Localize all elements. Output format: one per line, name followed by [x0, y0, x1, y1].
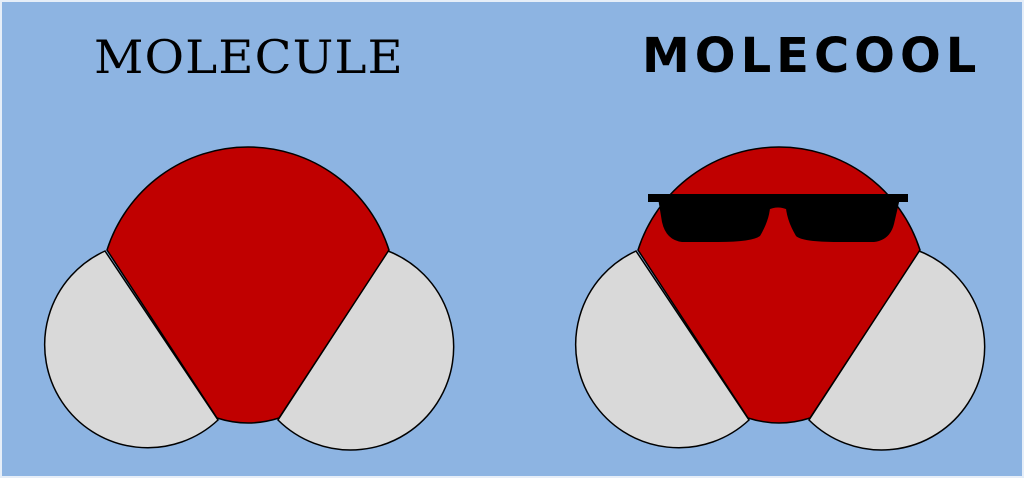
- hydrogen-atom-left-cool: [574, 250, 750, 449]
- molecule-title: MOLECULE: [94, 30, 404, 84]
- sunglasses-lens-right: [785, 198, 900, 242]
- oxygen-atom: [106, 146, 390, 424]
- sunglasses-bridge: [766, 200, 790, 210]
- hydrogen-atom-left: [43, 250, 219, 449]
- sunglasses-lens-left: [658, 198, 771, 242]
- sunglasses-icon: [648, 194, 908, 242]
- hydrogen-atom-right-cool: [808, 250, 986, 451]
- molecool-title: MOLECOOL: [642, 28, 982, 84]
- water-molecule-icon: [43, 146, 455, 451]
- water-molecule-with-sunglasses-icon: [574, 146, 986, 451]
- hydrogen-atom-right: [277, 250, 455, 451]
